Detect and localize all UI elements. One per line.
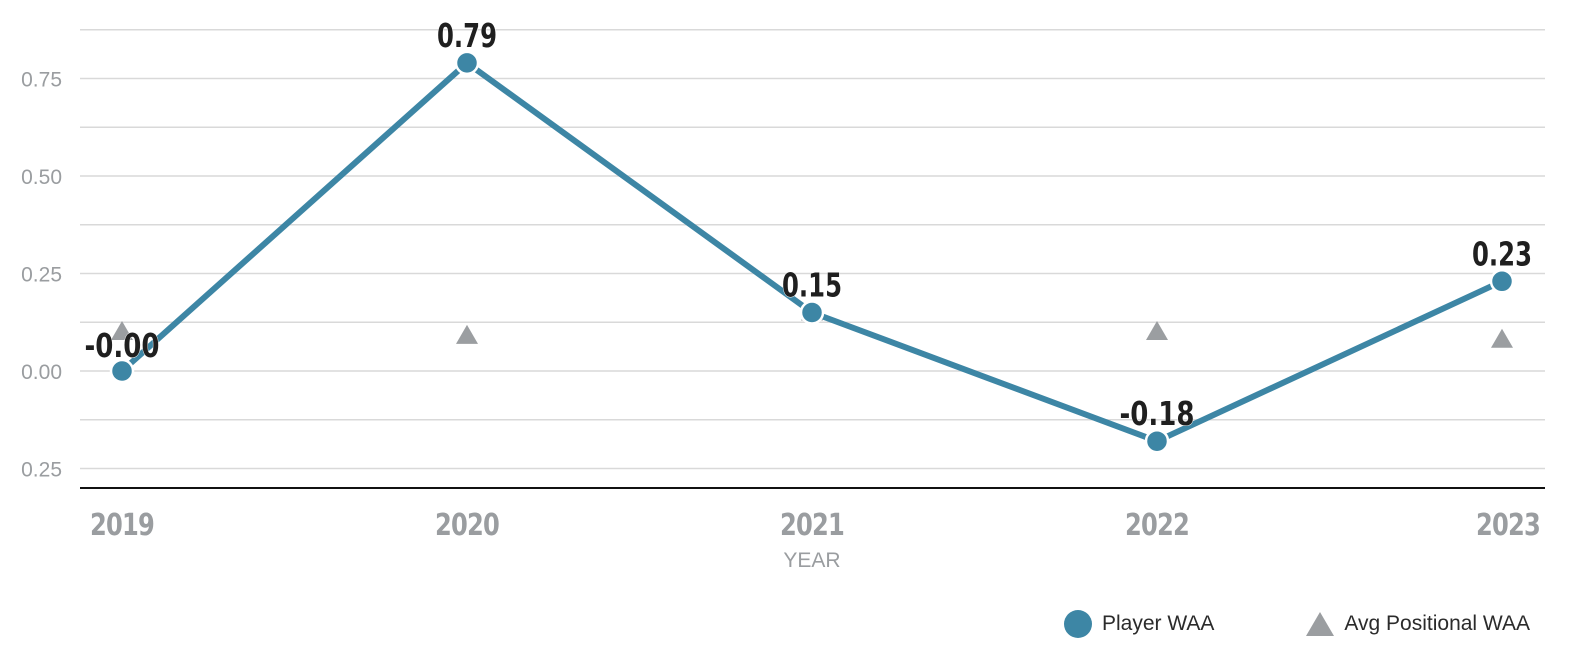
circle-icon [1063, 610, 1092, 638]
legend: Player WAA Avg Positional WAA [1063, 610, 1530, 638]
x-tick-label: 2021 [780, 508, 844, 543]
player-line [120, 59, 1504, 445]
legend-label-average: Avg Positional WAA [1344, 612, 1530, 635]
data-labels: -0.00 0.79 0.15 -0.18 0.23 [84, 15, 1533, 433]
legend-label-player: Player WAA [1101, 612, 1215, 635]
y-tick-label: 0.00 [21, 361, 62, 384]
avg-triangle-marker [111, 321, 133, 340]
player-point [109, 358, 135, 384]
y-tick-label: 0.75 [21, 69, 62, 92]
y-axis-ticks: 0.75 0.50 0.25 0.00 0.25 [21, 69, 62, 482]
data-label: 0.15 [782, 266, 842, 305]
data-label: 0.23 [1472, 234, 1532, 273]
player-point [799, 300, 825, 325]
player-series [109, 50, 1515, 454]
data-label: -0.00 [85, 326, 160, 365]
legend-item-average[interactable]: Avg Positional WAA [1306, 612, 1530, 636]
player-point [454, 50, 480, 76]
y-tick-label: 0.25 [21, 459, 62, 482]
x-axis-title: YEAR [783, 549, 840, 572]
player-point [1489, 269, 1515, 294]
avg-triangle-marker [1491, 328, 1513, 348]
x-tick-label: 2019 [90, 508, 154, 543]
legend-item-player[interactable]: Player WAA [1063, 610, 1215, 638]
data-label: 0.79 [437, 16, 497, 55]
y-tick-label: 0.25 [21, 264, 62, 287]
grid-lines [80, 29, 1545, 470]
x-tick-label: 2020 [435, 508, 499, 543]
x-tick-label: 2023 [1476, 508, 1540, 543]
avg-triangle-marker [456, 324, 478, 344]
data-label: -0.18 [1120, 394, 1195, 433]
x-axis-ticks: 2019 2020 2021 2022 2023 [90, 508, 1541, 543]
y-tick-label: 0.50 [21, 166, 62, 189]
avg-triangle-marker [1146, 321, 1168, 340]
waa-line-chart: 0.75 0.50 0.25 0.00 0.25 2019 2020 2021 2022 202… [21, 15, 1545, 572]
x-tick-label: 2022 [1125, 508, 1189, 543]
triangle-icon [1306, 612, 1335, 636]
player-point [1144, 428, 1170, 454]
